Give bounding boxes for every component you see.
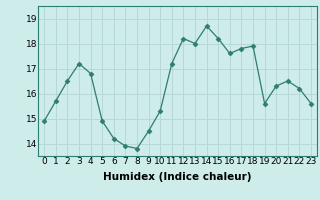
X-axis label: Humidex (Indice chaleur): Humidex (Indice chaleur) [103, 172, 252, 182]
